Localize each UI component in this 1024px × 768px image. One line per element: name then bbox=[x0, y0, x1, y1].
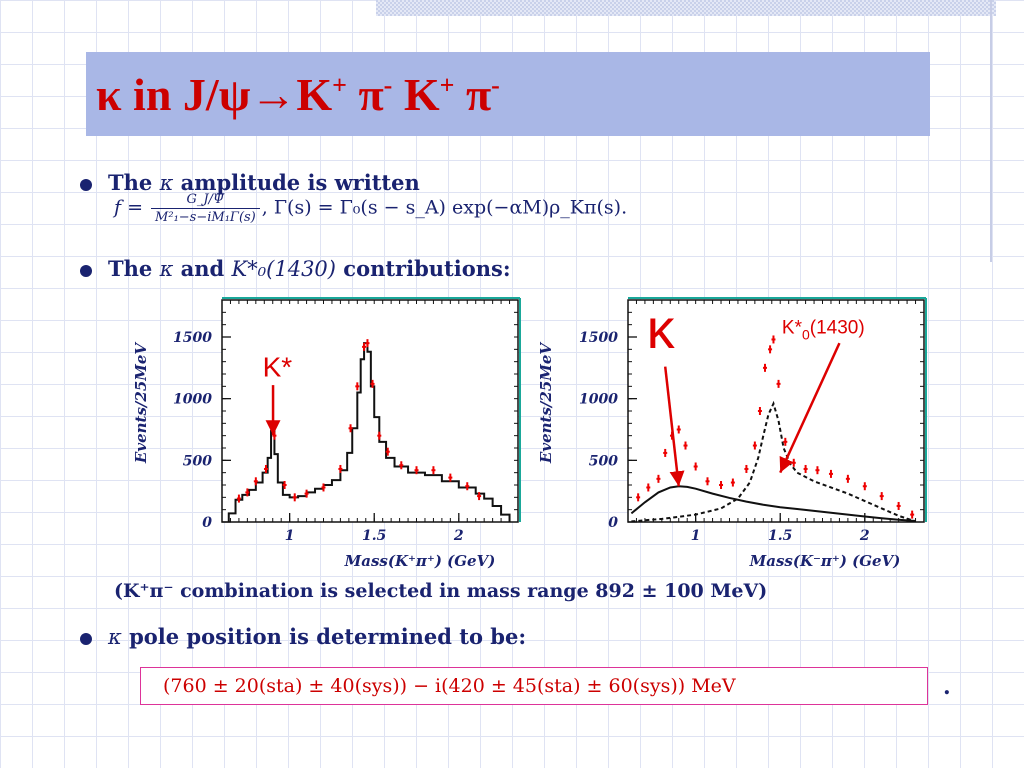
bullet-pole-position: κ pole position is determined to be: bbox=[80, 624, 526, 649]
bullet-1-part2: amplitude is written bbox=[173, 170, 420, 195]
title-text-main: in J/ψ→K bbox=[121, 68, 333, 120]
y-tick-label: 0 bbox=[202, 515, 212, 531]
x-tick-label: 1.5 bbox=[768, 528, 792, 544]
fit-histogram-line bbox=[227, 342, 511, 522]
bullet-3-kappa: κ bbox=[108, 625, 122, 649]
kappa-contribution-curve bbox=[630, 485, 916, 523]
x-axis-label: Mass(K⁺π⁺) (GeV) bbox=[344, 552, 496, 570]
decorative-right-line bbox=[990, 0, 992, 262]
plot-right: 1 1.5 2 0 500 1000 1500 Mass(K⁻π⁺) (GeV) Events/… bbox=[537, 297, 927, 570]
title-k-2: K bbox=[392, 68, 440, 120]
y-tick-label: 1000 bbox=[579, 392, 618, 408]
x-tick-label: 1.5 bbox=[362, 528, 386, 544]
y-tick-label: 1500 bbox=[173, 330, 212, 346]
selection-note: (K⁺π⁻ combination is selected in mass ra… bbox=[114, 580, 768, 602]
title-bar: κ in J/ψ→K+ π- K+ π- bbox=[86, 52, 930, 136]
slide-title: κ in J/ψ→K+ π- K+ π- bbox=[96, 68, 500, 121]
title-pi-1: π bbox=[346, 68, 384, 120]
plot-frame bbox=[221, 299, 519, 523]
bullet-2-part1: The bbox=[108, 256, 160, 281]
y-tick-label: 500 bbox=[183, 453, 212, 469]
y-tick-label: 500 bbox=[589, 453, 618, 469]
title-sup-minus-2: - bbox=[491, 70, 500, 100]
bullet-dot-icon bbox=[80, 632, 92, 645]
formula-numerator: G_J/Ψ bbox=[151, 192, 260, 209]
title-sup-plus-2: + bbox=[439, 70, 455, 100]
bullet-dot-icon bbox=[80, 178, 92, 191]
bullet-amplitude: The κ amplitude is written bbox=[80, 170, 420, 195]
bullet-dot-icon bbox=[80, 264, 92, 277]
bullet-2-part2: and bbox=[173, 256, 232, 281]
x-tick-label: 1 bbox=[285, 528, 295, 544]
bullet-1-part1: The bbox=[108, 170, 160, 195]
formula-denominator: M²₁−s−iM₁Γ(s) bbox=[155, 210, 256, 225]
y-axis-label: Events/25MeV bbox=[132, 342, 150, 464]
bullet-contributions: The κ and K*₀(1430) contributions: bbox=[80, 256, 511, 281]
annotation-arrow-k0-1430 bbox=[779, 342, 841, 474]
pole-result-text: (760 ± 20(sta) ± 40(sys)) − i(420 ± 45(s… bbox=[163, 675, 736, 697]
y-axis-label: Events/25MeV bbox=[537, 342, 555, 464]
title-sup-plus-1: + bbox=[332, 70, 347, 100]
bullet-2-kappa: κ bbox=[159, 257, 174, 281]
x-tick-label: 2 bbox=[453, 528, 464, 544]
formula-lhs: f = bbox=[114, 196, 143, 219]
annotation-kappa: κ bbox=[647, 297, 676, 360]
title-pi-2: π bbox=[454, 68, 492, 120]
title-kappa: κ bbox=[96, 68, 122, 120]
formula-rest: , Γ(s) = Γ₀(s − s_A) exp(−αM)ρ_Kπ(s). bbox=[261, 196, 628, 219]
title-sup-minus-1: - bbox=[383, 70, 393, 100]
y-tick-label: 0 bbox=[608, 515, 618, 531]
x-tick-label: 2 bbox=[859, 528, 870, 544]
annotation-k-star: K* bbox=[263, 351, 293, 382]
y-tick-label: 1500 bbox=[579, 330, 618, 346]
x-axis-label: Mass(K⁻π⁺) (GeV) bbox=[749, 552, 901, 570]
formula-fraction: G_J/Ψ M²₁−s−iM₁Γ(s) bbox=[151, 192, 260, 225]
pole-result-box: (760 ± 20(sta) ± 40(sys)) − i(420 ± 45(s… bbox=[140, 667, 928, 705]
amplitude-formula: f = G_J/Ψ M²₁−s−iM₁Γ(s), Γ(s) = Γ₀(s − s_… bbox=[114, 192, 954, 242]
bullet-2-part3: contributions: bbox=[335, 256, 511, 281]
bullet-1-kappa: κ bbox=[159, 171, 174, 195]
annotation-k0-1430: K*0(1430) bbox=[782, 317, 865, 342]
bullet-3-part: pole position is determined to be: bbox=[121, 624, 527, 649]
bullet-2-k0: K*₀(1430) bbox=[231, 257, 336, 281]
y-tick-label: 1000 bbox=[173, 392, 212, 408]
decorative-top-band bbox=[376, 0, 996, 16]
plot-left: 1 1.5 2 0 500 1000 1500 Mass(K⁺π⁺) (GeV) Events/… bbox=[132, 297, 521, 570]
result-trailing-period: . bbox=[943, 674, 951, 700]
x-tick-label: 1 bbox=[691, 528, 701, 544]
annotation-arrow-kappa bbox=[663, 366, 685, 487]
